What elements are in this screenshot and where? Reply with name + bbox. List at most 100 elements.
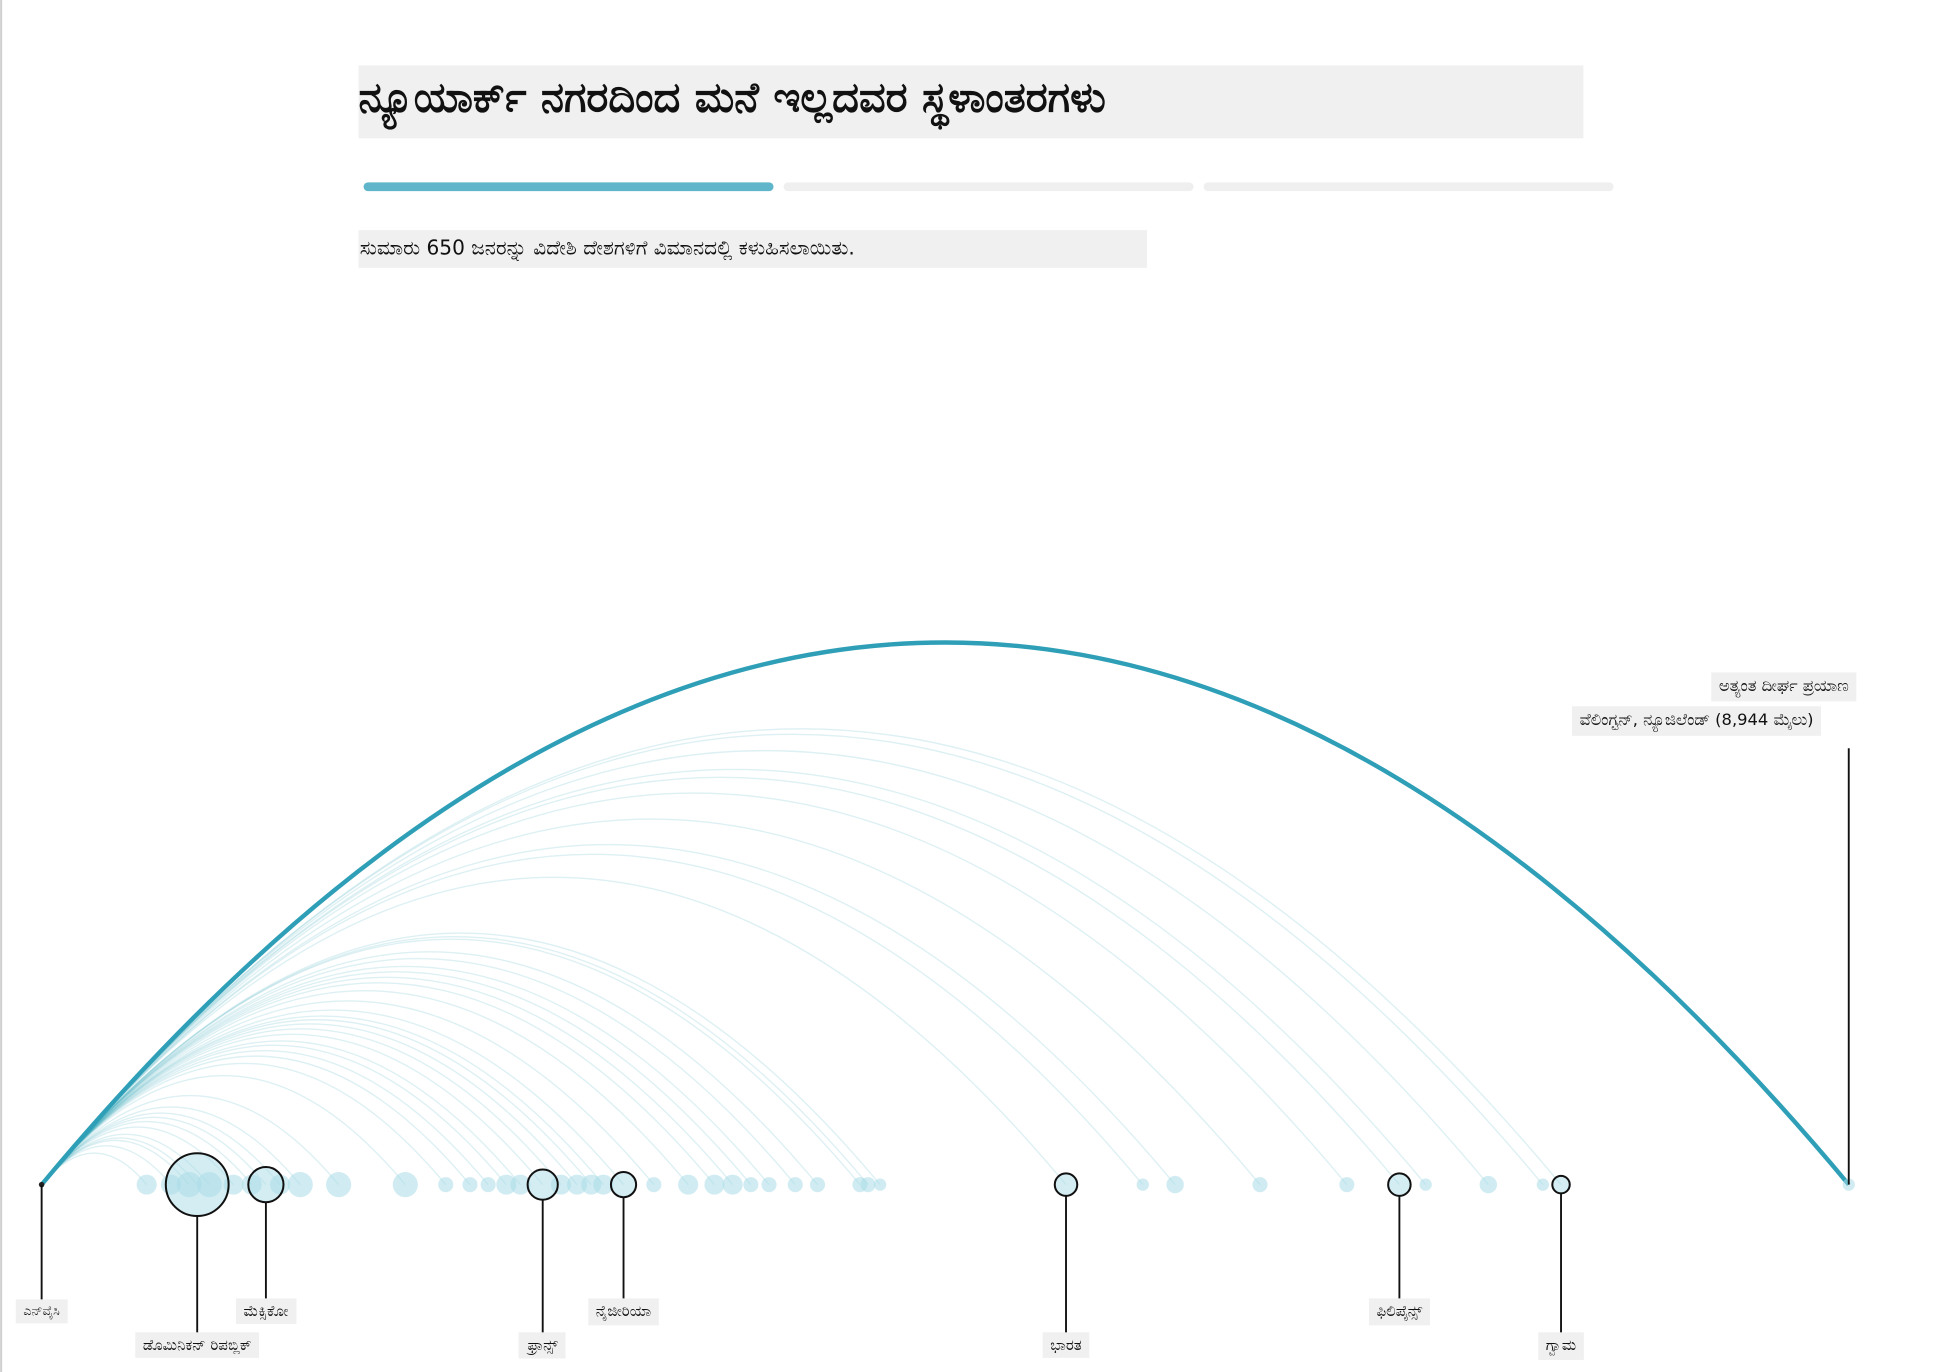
arc [41,728,1562,1186]
arcs [39,640,1851,1187]
bubble [326,1172,352,1198]
bubble [873,1178,887,1191]
bubble [809,1177,826,1193]
destination-label-background [1042,1332,1090,1358]
bubble [1136,1178,1149,1191]
arc [41,976,734,1186]
progress-step[interactable] [783,182,1194,192]
bubble [392,1172,418,1198]
longest-arc [39,640,1851,1187]
destination-label: ಭಾರತ [1050,1336,1082,1354]
bubble [1339,1177,1355,1193]
destination-label-background [518,1332,566,1359]
arc [41,1095,340,1186]
progress-step[interactable] [1203,182,1614,192]
arc [41,1033,544,1186]
arc [41,936,869,1186]
arc [41,965,770,1186]
arc [41,932,881,1186]
highlighted-bubble [1551,1174,1571,1195]
highlighted-bubble [1053,1172,1079,1197]
bubble [1536,1178,1550,1191]
labels: ಎನ್‌ವೈಸಿ ಡೊಮಿನಿಕನ್ ರಿಪಬ್ಲಿಕ್ ಮೆಕ್ಸಿಕೋ ಫ್ರಾನ… [15,672,1857,1360]
bubble [1166,1175,1184,1194]
bubble [787,1177,803,1193]
arc [41,1121,253,1186]
destination-label-background [588,1298,659,1326]
arc [41,971,752,1186]
bubble [462,1177,478,1193]
arc [41,958,796,1186]
destination-label: ಗ್ವಾಮ [1546,1336,1577,1356]
arc [41,1000,655,1186]
annotation-title-background [1711,672,1857,702]
origin-label-background [15,1299,68,1324]
bubble [646,1177,662,1193]
bubble [510,1174,531,1195]
bubble [480,1177,496,1193]
arc [41,843,1176,1186]
chart-subtitle: ಸುಮಾರು 650 ಜನರನ್ನು ವಿದೇಶಿ ದೇಶಗಳಿಗೆ ವಿಮಾನ… [360,235,855,261]
arc [41,1015,604,1186]
highlighted-bubble [609,1171,638,1199]
destination-label: ಫ್ರಾನ್ಸ್ [526,1336,558,1355]
progress-step-active[interactable] [363,182,774,192]
highlighted-bubble [526,1168,559,1201]
bubble [722,1174,743,1195]
arc [41,1112,281,1186]
origin-label: ಎನ್‌ವೈಸಿ [23,1303,60,1319]
arc [41,938,861,1186]
arc [41,792,1348,1186]
bubble [496,1174,517,1195]
annotation-text-background [1572,706,1822,736]
arc [41,876,1067,1186]
arc [41,776,1400,1186]
arc [41,1055,471,1186]
arc [41,951,819,1186]
bubble [438,1177,454,1193]
title-background [358,65,1584,139]
bubble [678,1174,699,1195]
highlighted-bubble [164,1152,230,1218]
bubble [1419,1178,1432,1191]
highlighted-bubble [247,1166,285,1204]
arc [41,768,1427,1186]
bubble [743,1177,759,1193]
bubble [136,1174,157,1195]
arc [41,1044,507,1186]
arc [41,1019,592,1186]
destination-label: ನೈಜೀರಿಯಾ [596,1302,651,1321]
arc [41,733,1544,1186]
destination-label-background [1538,1332,1584,1360]
destination-label-background [235,1298,297,1324]
destination-label: ಫಿಲಿಪೈನ್ಸ್ [1376,1302,1422,1321]
bubble [1252,1177,1268,1193]
highlighted-bubble [1387,1172,1412,1197]
annotation-text: ವೆಲಿಂಗ್ಟನ್, ನ್ಯೂಜಿಲೆಂಡ್ (8,944 ಮೈಲು) [1580,710,1814,732]
destination-label-background [1368,1298,1430,1326]
annotation-title: ಅತ್ಯಂತ ದೀರ್ಘ ಪ್ರಯಾಣ [1719,676,1849,697]
arc [41,989,689,1186]
arc [41,1028,562,1186]
bubble [761,1177,777,1193]
arc [41,1009,625,1186]
bubble [1479,1175,1498,1194]
destination-label-background [135,1332,260,1358]
bubble [704,1174,725,1195]
chart-title: ನ್ಯೂಯಾರ್ಕ್ ನಗರದಿಂದ ಮನೆ ಇಲ್ಲದವರ ಸ್ಥಳಾಂತರಗ… [359,73,1106,131]
bubble [593,1174,614,1195]
arc [41,853,1144,1186]
bubble [860,1177,876,1193]
destination-label: ಮೆಕ್ಸಿಕೋ [243,1302,288,1320]
subtitle-background [358,230,1148,268]
arc [41,1116,267,1186]
arc [41,818,1261,1186]
destination-label: ಡೊಮಿನಿಕನ್ ರಿಪಬ್ಲಿಕ್ [143,1336,252,1354]
bubble [287,1172,313,1198]
arc [41,1062,447,1186]
arc [41,1040,522,1186]
arc [41,1050,489,1186]
arc [41,982,715,1186]
